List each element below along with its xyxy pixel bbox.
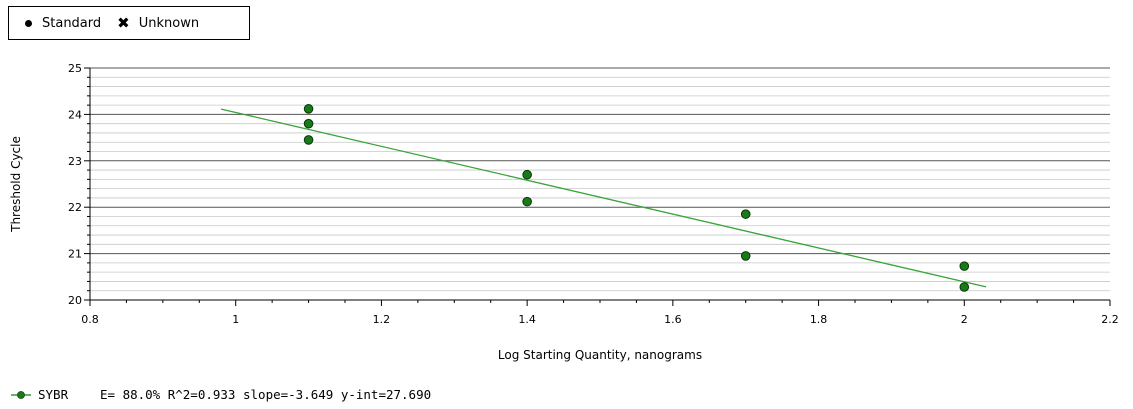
- data-point: [959, 261, 970, 271]
- y-tick-label: 20: [68, 294, 82, 307]
- axes: 20 21 22 23 24 25 0.8 1 1.2 1.4 1.6 1.8 2 2.2: [68, 62, 1119, 326]
- scatter-chart: 20 21 22 23 24 25 0.8 1 1.2 1.4 1.6 1.8 2 2.2 Log Sta…: [9, 62, 1119, 362]
- points-layer: [303, 104, 970, 292]
- legend-entry-unknown[interactable]: ✖ Unknown: [117, 13, 200, 32]
- legend-unknown-label: Unknown: [138, 15, 200, 31]
- series-line-marker-icon: [11, 390, 31, 399]
- x-tick-label: 1.2: [373, 313, 391, 326]
- series-name: SYBR: [38, 387, 69, 402]
- x-tick-label: 1.6: [664, 313, 682, 326]
- filled-circle-icon: [25, 19, 32, 27]
- fit-line-layer: [220, 108, 987, 288]
- y-tick-label: 24: [68, 108, 82, 121]
- x-axis-title: Log Starting Quantity, nanograms: [498, 348, 702, 362]
- standard-curve-line: [220, 108, 987, 288]
- data-point: [959, 282, 970, 292]
- x-tick-label: 0.8: [81, 313, 99, 326]
- x-tick-label: 1: [232, 313, 239, 326]
- data-point: [303, 104, 314, 114]
- y-axis-title: Threshold Cycle: [9, 136, 23, 233]
- x-cross-icon: ✖: [117, 13, 130, 32]
- grid: [90, 67, 1110, 301]
- x-tick-label: 2: [961, 313, 968, 326]
- data-point: [303, 135, 314, 145]
- y-tick-label: 22: [68, 201, 82, 214]
- x-tick-label: 1.4: [518, 313, 536, 326]
- y-tick-label: 21: [68, 248, 82, 261]
- data-point: [522, 196, 532, 207]
- stats-text: E= 88.0% R^2=0.933 slope=-3.649 y-int=27…: [100, 387, 432, 402]
- legend-standard-label: Standard: [42, 15, 102, 31]
- data-point: [303, 118, 314, 129]
- data-point: [522, 169, 532, 180]
- data-point: [740, 209, 751, 219]
- fit-statistics: SYBR E= 88.0% R^2=0.933 slope=-3.649 y-i…: [10, 387, 431, 402]
- legend: Standard ✖ Unknown: [8, 6, 250, 40]
- y-tick-label: 23: [68, 155, 82, 168]
- y-tick-label: 25: [68, 62, 82, 75]
- x-tick-label: 1.8: [810, 313, 828, 326]
- legend-entry-standard[interactable]: Standard: [25, 16, 101, 31]
- x-tick-label: 2.2: [1101, 313, 1119, 326]
- data-point: [740, 251, 751, 261]
